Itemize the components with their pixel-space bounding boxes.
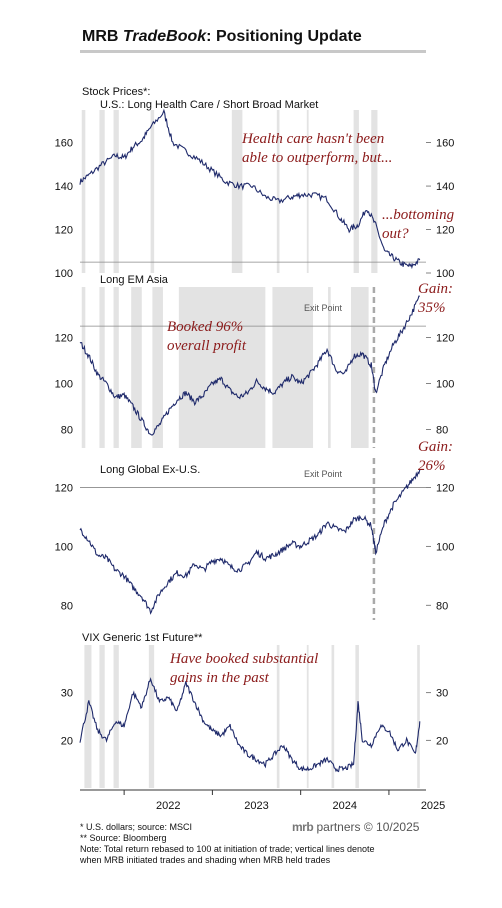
- annotation-gain-26: Gain: 26%: [418, 439, 453, 474]
- shade-band-p1-3: [150, 110, 155, 273]
- y-tick-left-p1-3: 160: [55, 138, 73, 150]
- panel1-label-line2: U.S.: Long Health Care / Short Broad Mar…: [100, 99, 319, 111]
- shade-band-p4-6: [331, 645, 335, 788]
- y-tick-left-p4-1: 30: [61, 688, 73, 700]
- shade-band-p2-6: [272, 287, 314, 448]
- series-line-p3: [79, 469, 421, 615]
- series-line-p2: [79, 295, 420, 436]
- footnote-4: when MRB initiated trades and shading wh…: [80, 855, 331, 865]
- shade-band-p2-1: [99, 287, 105, 448]
- shade-band-p4-2: [113, 645, 119, 788]
- brand-logo: mrb partners © 10/2025: [292, 820, 420, 834]
- y-tick-left-p4-0: 20: [61, 735, 73, 747]
- shade-band-p4-1: [99, 645, 105, 788]
- y-tick-right-p4-1: 30: [436, 688, 448, 700]
- series-line-p1: [79, 108, 421, 270]
- y-tick-right-p3-2: 120: [436, 482, 454, 494]
- footnote-1: * U.S. dollars; source: MSCI: [80, 822, 193, 832]
- shade-band-p2-4: [152, 287, 163, 448]
- panel1-label-line1: Stock Prices*:: [82, 86, 151, 98]
- shade-band-p2-5: [178, 287, 266, 448]
- y-tick-left-p1-1: 120: [55, 225, 73, 237]
- panel4-label: VIX Generic 1st Future**: [82, 632, 203, 644]
- y-tick-right-p3-0: 80: [436, 600, 448, 612]
- shade-band-p4-8: [417, 645, 420, 788]
- y-tick-right-p1-0: 100: [436, 268, 454, 280]
- shade-band-p4-5: [306, 645, 309, 788]
- annotation-gain-35: Gain: 35%: [418, 281, 453, 316]
- y-tick-left-p3-2: 120: [55, 482, 73, 494]
- panel3-label: Long Global Ex-U.S.: [100, 464, 201, 476]
- y-tick-left-p1-0: 100: [55, 268, 73, 280]
- title-rule: [80, 50, 426, 53]
- y-tick-left-p3-0: 80: [61, 600, 73, 612]
- exit-point-label-1: Exit Point: [304, 303, 343, 313]
- x-tick-label-1: 2023: [244, 800, 268, 812]
- shade-band-p2-7: [328, 287, 331, 448]
- y-tick-right-p2-0: 80: [436, 425, 448, 437]
- shade-band-p4-0: [84, 645, 92, 788]
- shade-band-p1-5: [276, 110, 280, 273]
- exit-point-label-2: Exit Point: [304, 469, 343, 479]
- y-tick-left-p1-2: 140: [55, 181, 73, 193]
- y-tick-right-p1-3: 160: [436, 138, 454, 150]
- panel2-label: Long EM Asia: [100, 274, 168, 286]
- y-tick-right-p4-0: 20: [436, 735, 448, 747]
- annotation-health-care: Health care hasn't been able to outperfo…: [242, 131, 393, 166]
- x-tick-label-2: 2024: [333, 800, 357, 812]
- x-tick-label-3: 2025: [421, 800, 445, 812]
- y-tick-right-p1-2: 140: [436, 181, 454, 193]
- y-tick-right-p2-1: 100: [436, 379, 454, 391]
- shade-band-p4-4: [276, 645, 280, 788]
- shade-band-p1-2: [113, 110, 119, 273]
- y-tick-left-p2-0: 80: [61, 425, 73, 437]
- shade-band-p1-6: [306, 110, 309, 273]
- shade-band-p2-0: [81, 287, 86, 448]
- shade-band-p4-3: [148, 645, 155, 788]
- shade-band-p1-7: [353, 110, 359, 273]
- shade-band-p1-0: [81, 110, 86, 273]
- shade-band-p1-1: [99, 110, 105, 273]
- y-tick-left-p2-1: 100: [55, 379, 73, 391]
- x-tick-label-0: 2022: [156, 800, 180, 812]
- annotation-bottoming: ...bottoming out?: [382, 207, 455, 242]
- shade-band-p2-2: [113, 287, 119, 448]
- annotation-vix-gains: Have booked substantial gains in the pas…: [170, 651, 319, 686]
- footnote-2: ** Source: Bloomberg: [80, 833, 167, 843]
- shade-band-p2-3: [131, 287, 142, 448]
- shade-band-p1-8: [371, 110, 378, 273]
- page-title: MRB TradeBook: Positioning Update: [82, 28, 362, 45]
- y-tick-left-p2-2: 120: [55, 333, 73, 345]
- shade-band-p1-4: [231, 110, 243, 273]
- y-tick-right-p1-1: 120: [436, 225, 454, 237]
- series-line-p4: [79, 677, 421, 773]
- annotation-booked-96: Booked 96% overall profit: [167, 319, 247, 354]
- y-tick-right-p3-1: 100: [436, 541, 454, 553]
- shade-band-p2-8: [350, 287, 369, 448]
- y-tick-right-p2-2: 120: [436, 333, 454, 345]
- footnote-3: Note: Total return rebased to 100 at ini…: [80, 844, 375, 854]
- y-tick-left-p3-1: 100: [55, 541, 73, 553]
